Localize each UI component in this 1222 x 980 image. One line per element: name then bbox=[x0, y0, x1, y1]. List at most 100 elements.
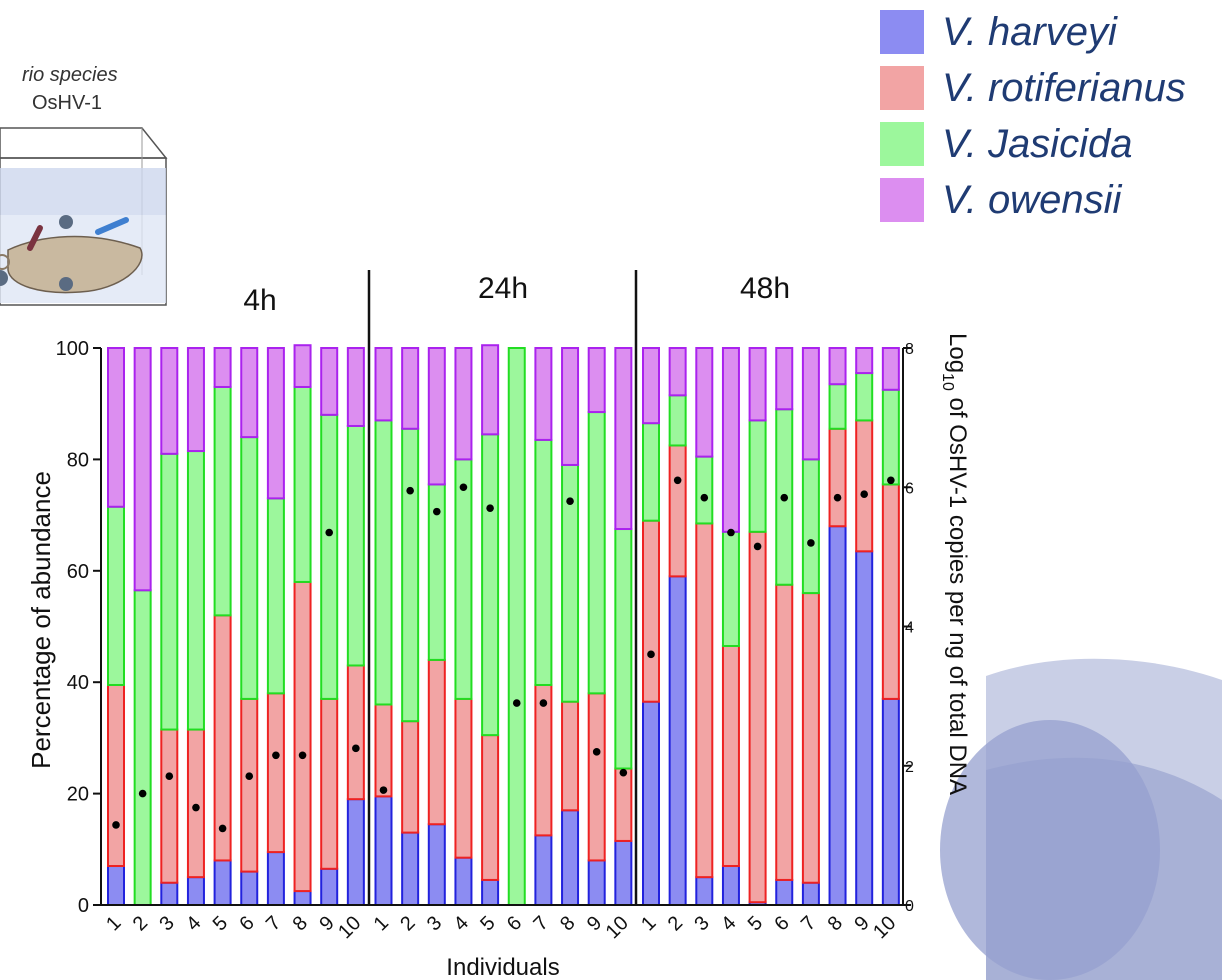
bar-segment-v-jasicida-30 bbox=[881, 388, 900, 486]
bar-segment-v-rotiferianus-24 bbox=[721, 645, 740, 868]
bar-segment-v-owensii-18 bbox=[561, 347, 580, 466]
x-tick-label-9: 9 bbox=[315, 912, 338, 935]
x-tick-label-22: 2 bbox=[664, 912, 687, 935]
bar-segment-v-harveyi-3 bbox=[160, 881, 179, 906]
y2-tick-label-8: 8 bbox=[905, 341, 914, 358]
y2-title-subscript: 10 bbox=[939, 373, 956, 391]
inset-caption-line1: rio species bbox=[22, 64, 118, 86]
bar-segment-v-harveyi-28 bbox=[828, 525, 847, 906]
y-tick-label-20: 20 bbox=[67, 784, 89, 806]
bar-segment-v-harveyi-26 bbox=[775, 878, 794, 906]
bar-segment-v-jasicida-12 bbox=[401, 427, 420, 723]
legend-item-rotiferianus: V. rotiferianus bbox=[880, 60, 1222, 116]
oshv1-dot-4 bbox=[192, 803, 200, 812]
bar-segment-v-owensii-25 bbox=[748, 347, 767, 422]
bar-segment-v-owensii-10 bbox=[346, 347, 365, 427]
bar-segment-v-owensii-13 bbox=[427, 347, 446, 486]
bar-segment-v-harveyi-8 bbox=[293, 890, 312, 907]
bar-segment-v-rotiferianus-10 bbox=[346, 664, 365, 801]
bar-segment-v-rotiferianus-12 bbox=[401, 720, 420, 834]
x-tick-label-28: 8 bbox=[824, 912, 847, 935]
x-tick-label-5: 5 bbox=[209, 912, 232, 935]
bar-segment-v-harveyi-15 bbox=[481, 878, 500, 906]
bar-segment-v-rotiferianus-6 bbox=[240, 697, 259, 873]
bar-segment-v-jasicida-19 bbox=[587, 411, 606, 695]
x-tick-label-4: 4 bbox=[182, 912, 205, 935]
legend-item-jasicida: V. Jasicida bbox=[880, 116, 1222, 172]
oshv1-dot-3 bbox=[165, 772, 174, 780]
oshv1-dot-25 bbox=[753, 542, 762, 551]
bar-segment-v-jasicida-2 bbox=[133, 589, 152, 906]
oshv1-dot-11 bbox=[379, 786, 388, 794]
bar-segment-v-harveyi-17 bbox=[534, 834, 553, 907]
bar-segment-v-rotiferianus-13 bbox=[427, 658, 446, 826]
oshv1-dot-29 bbox=[860, 490, 868, 499]
x-tick-label-26: 6 bbox=[770, 912, 793, 935]
bar-segment-v-harveyi-18 bbox=[561, 809, 580, 906]
oshv1-dot-12 bbox=[406, 486, 414, 495]
bar-segment-v-rotiferianus-17 bbox=[534, 683, 553, 837]
oshv1-dot-23 bbox=[700, 493, 709, 502]
y-axis-title: Percentage of abundance bbox=[26, 471, 56, 769]
y-tick-label-80: 80 bbox=[67, 449, 89, 471]
bar-segment-v-harveyi-21 bbox=[642, 700, 660, 906]
bar-segment-v-jasicida-11 bbox=[374, 419, 393, 706]
x-tick-label-8: 8 bbox=[289, 912, 312, 935]
oshv1-dot-17 bbox=[539, 699, 548, 707]
oshv1-dot-30 bbox=[887, 476, 895, 485]
bar-segment-v-jasicida-20 bbox=[614, 528, 633, 770]
bar-segment-v-owensii-30 bbox=[881, 347, 900, 391]
x-tick-label-6: 6 bbox=[235, 912, 258, 935]
bar-segment-v-harveyi-4 bbox=[186, 876, 205, 907]
panel-label-48h: 48h bbox=[740, 272, 790, 305]
oshv1-dot-20 bbox=[619, 768, 628, 777]
x-tick-label-7: 7 bbox=[262, 912, 285, 935]
x-tick-label-15: 5 bbox=[476, 912, 499, 935]
bar-segment-v-owensii-9 bbox=[320, 347, 339, 416]
legend-swatch-harveyi bbox=[880, 10, 924, 54]
bar-segment-v-owensii-12 bbox=[401, 347, 420, 430]
oshv1-dot-layer bbox=[112, 476, 895, 833]
bar-segment-v-owensii-3 bbox=[160, 347, 179, 455]
legend-label-jasicida: V. Jasicida bbox=[942, 121, 1133, 166]
legend-label-harveyi: V. harveyi bbox=[942, 9, 1117, 54]
legend-item-owensii: V. owensii bbox=[880, 172, 1222, 228]
bar-segment-v-owensii-4 bbox=[186, 347, 205, 453]
bar-segment-v-jasicida-16 bbox=[507, 347, 526, 906]
bar-segment-v-harveyi-5 bbox=[213, 859, 232, 907]
y-tick-label-0: 0 bbox=[78, 895, 89, 917]
legend-item-harveyi: V. harveyi bbox=[880, 4, 1222, 60]
x-axis-title: Individuals bbox=[446, 954, 559, 980]
bar-segment-v-jasicida-7 bbox=[266, 497, 285, 695]
oshv1-dot-1 bbox=[112, 821, 120, 829]
bar-segment-v-rotiferianus-30 bbox=[881, 483, 900, 700]
bar-segment-v-owensii-19 bbox=[587, 347, 606, 414]
decorative-swoosh bbox=[940, 658, 1222, 980]
x-tick-label-3: 3 bbox=[155, 912, 178, 935]
bar-segment-v-rotiferianus-26 bbox=[775, 583, 794, 881]
x-tick-label-10: 10 bbox=[334, 912, 365, 943]
oshv1-dot-19 bbox=[592, 748, 601, 756]
panel-label-24h: 24h bbox=[478, 272, 528, 305]
oshv1-dot-16 bbox=[512, 699, 521, 707]
oshv1-dot-14 bbox=[459, 483, 468, 492]
y2-axis-title: Log10 of OsHV-1 copies per ng of total D… bbox=[939, 333, 971, 795]
bar-segment-v-owensii-11 bbox=[374, 347, 393, 422]
right-axis: 0 2 4 6 8 bbox=[902, 341, 914, 915]
y-tick-label-40: 40 bbox=[67, 672, 89, 694]
bar-segment-v-harveyi-13 bbox=[427, 823, 446, 906]
oshv1-dot-26 bbox=[780, 493, 789, 502]
bar-segment-v-rotiferianus-7 bbox=[266, 692, 285, 854]
oshv1-dot-15 bbox=[486, 504, 494, 512]
x-tick-label-14: 4 bbox=[450, 912, 473, 935]
bar-segment-v-rotiferianus-1 bbox=[107, 683, 125, 868]
bar-segment-v-owensii-29 bbox=[855, 347, 874, 375]
y-tick-label-100: 100 bbox=[56, 338, 89, 360]
y2-tick-label-4: 4 bbox=[905, 620, 914, 637]
x-tick-label-17: 7 bbox=[530, 912, 553, 935]
bar-segment-v-rotiferianus-27 bbox=[801, 592, 820, 884]
bar-segment-v-harveyi-10 bbox=[346, 798, 365, 906]
bar-segment-v-owensii-27 bbox=[801, 347, 820, 461]
bar-segment-v-owensii-17 bbox=[534, 347, 553, 441]
x-tick-label-1: 1 bbox=[102, 912, 125, 935]
